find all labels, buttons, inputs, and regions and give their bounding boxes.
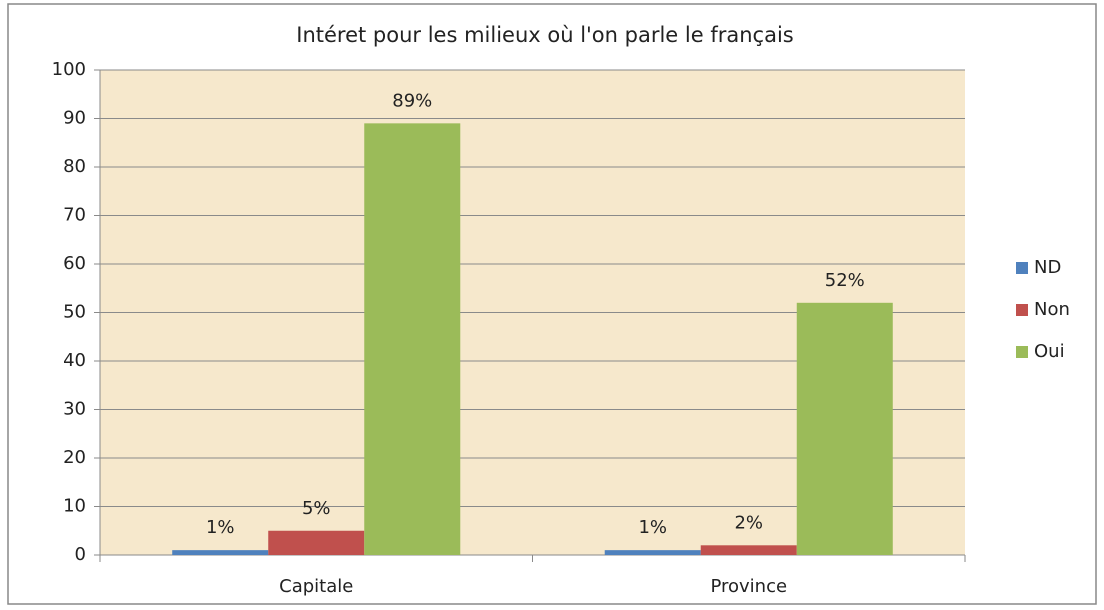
y-tick-label: 60 xyxy=(63,253,86,274)
bar xyxy=(604,550,701,555)
legend-label: ND xyxy=(1034,257,1061,278)
y-tick-label: 0 xyxy=(75,544,86,565)
bar xyxy=(172,550,269,555)
bar xyxy=(364,123,461,555)
x-tick-label: Capitale xyxy=(279,576,353,597)
data-label: 52% xyxy=(825,270,865,291)
chart-title: Intéret pour les milieux où l'on parle l… xyxy=(296,23,793,47)
y-tick-label: 70 xyxy=(63,205,86,226)
y-tick-label: 50 xyxy=(63,302,86,323)
bar xyxy=(796,302,893,555)
data-label: 89% xyxy=(392,90,432,111)
data-label: 1% xyxy=(638,517,667,538)
y-tick-label: 100 xyxy=(52,59,86,80)
y-tick-label: 30 xyxy=(63,399,86,420)
data-label: 5% xyxy=(302,498,331,519)
x-tick-label: Province xyxy=(710,576,787,597)
y-tick-label: 80 xyxy=(63,156,86,177)
legend-swatch xyxy=(1016,304,1028,316)
legend-label: Oui xyxy=(1034,341,1065,362)
data-label: 2% xyxy=(734,512,763,533)
y-tick-label: 90 xyxy=(63,108,86,129)
data-label: 1% xyxy=(206,517,235,538)
y-tick-label: 40 xyxy=(63,350,86,371)
legend-swatch xyxy=(1016,346,1028,358)
bar xyxy=(700,545,797,555)
y-tick-label: 10 xyxy=(63,496,86,517)
bar xyxy=(268,530,365,555)
y-tick-label: 20 xyxy=(63,447,86,468)
legend-label: Non xyxy=(1034,299,1070,320)
legend-swatch xyxy=(1016,262,1028,274)
